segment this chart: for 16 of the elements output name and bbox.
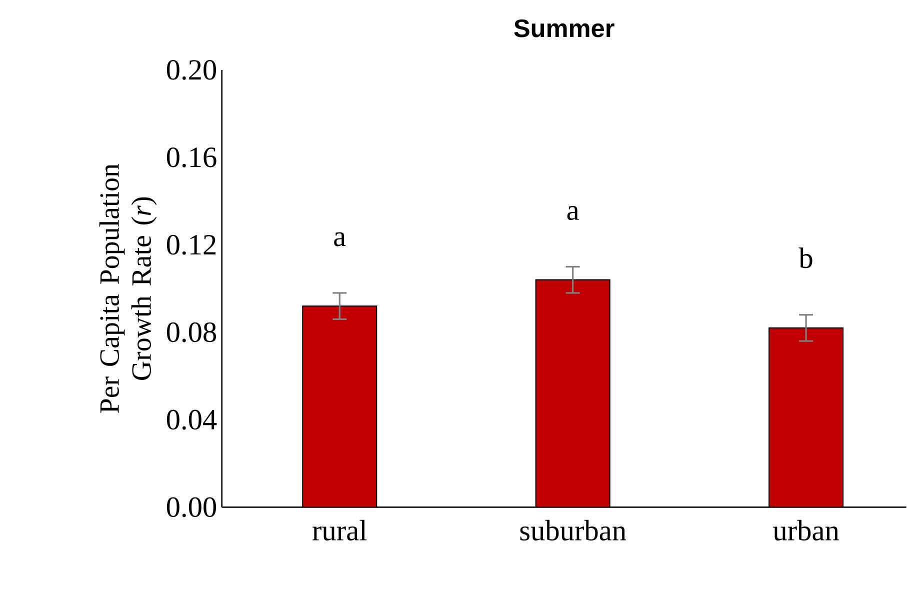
y-tick-label: 0.00 [166, 497, 216, 518]
annotation: a [334, 232, 346, 247]
y-tick-label: 0.08 [166, 322, 216, 342]
y-tick-label: 0.04 [166, 410, 217, 430]
y-tick-label: 0.12 [166, 235, 216, 256]
x-tick-label: urban [773, 520, 839, 541]
bar [535, 280, 610, 508]
bar [768, 328, 844, 508]
x-tick-label: rural [312, 520, 367, 541]
annotation: b [798, 248, 812, 268]
y-tick-label: 0.16 [166, 148, 216, 168]
annotation: a [567, 206, 579, 220]
bar [302, 306, 378, 508]
chart-title: Summer [514, 20, 614, 38]
y-tick-label: 0.20 [166, 60, 216, 80]
x-tick-label: suburban [520, 520, 626, 541]
